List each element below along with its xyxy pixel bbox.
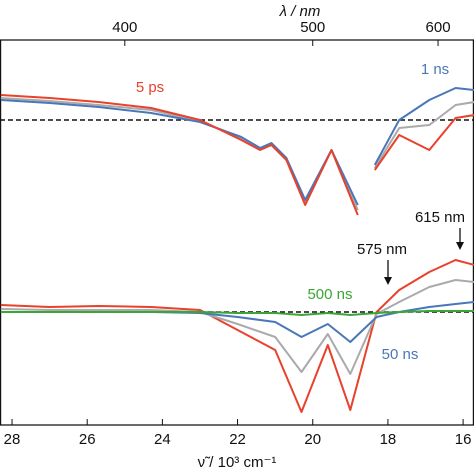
spectrum-line xyxy=(0,279,474,375)
bottom-tick-label: 28 xyxy=(4,431,21,448)
bottom-axis-label: ν̃ / 10³ cm⁻¹ xyxy=(198,454,277,471)
top-tick-label: 400 xyxy=(112,19,137,36)
bottom-tick-label: 16 xyxy=(455,431,472,448)
series-label: 1 ns xyxy=(421,61,449,78)
spectrum-line xyxy=(0,259,474,413)
spectrum-line xyxy=(0,94,474,216)
bottom-tick-label: 24 xyxy=(154,431,171,448)
bottom-tick-label: 22 xyxy=(229,431,246,448)
annotation-arrowhead xyxy=(384,277,392,285)
top-tick-label: 500 xyxy=(300,19,325,36)
spectrum-line xyxy=(0,97,474,211)
spectrum-line xyxy=(0,301,474,343)
bottom-tick-label: 26 xyxy=(79,431,96,448)
bottom-tick-label: 20 xyxy=(304,431,321,448)
annotation: 575 nm xyxy=(357,241,407,258)
series-label: 50 ns xyxy=(382,346,419,363)
annotation: 615 nm xyxy=(415,209,465,226)
series-label: 5 ps xyxy=(136,79,164,96)
spectrum-line xyxy=(0,87,474,206)
top-axis-label: λ / nm xyxy=(279,3,321,20)
series-label: 500 ns xyxy=(307,286,352,303)
spectrum-line xyxy=(0,310,474,316)
top-tick-label: 600 xyxy=(426,19,451,36)
annotation-arrowhead xyxy=(456,242,464,250)
bottom-tick-label: 18 xyxy=(380,431,397,448)
